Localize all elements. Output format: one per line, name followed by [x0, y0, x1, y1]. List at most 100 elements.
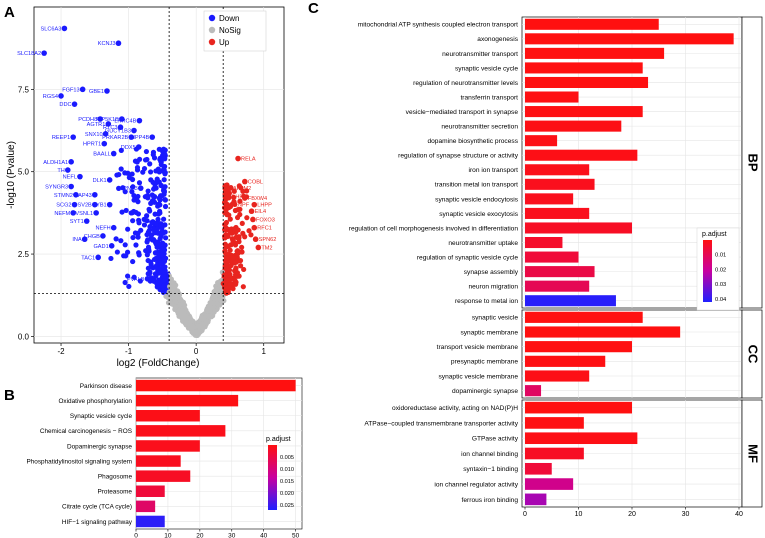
go-x-tick-label: 40	[735, 511, 743, 518]
go-category-label: synaptic vesicle	[472, 315, 519, 322]
volcano-gene-label: HPRT1	[83, 142, 101, 148]
volcano-labeled-point	[250, 216, 256, 223]
volcano-gene-label: DLK1	[93, 178, 107, 184]
volcano-point	[235, 207, 241, 213]
volcano-labeled-point	[79, 86, 86, 93]
go-category-label: neuron migration	[469, 284, 519, 291]
volcano-labeled-point	[235, 155, 241, 162]
volcano-point	[244, 215, 250, 221]
volcano-point	[122, 242, 128, 248]
volcano-gene-label: PRKAR2B	[102, 135, 128, 141]
volcano-y-tick-label: 0.0	[18, 332, 30, 341]
volcano-gene-label: TAC1	[81, 255, 95, 261]
volcano-point	[162, 184, 168, 190]
volcano-point	[225, 277, 232, 283]
volcano-gene-label: NEFM	[54, 211, 70, 217]
volcano-point	[147, 236, 154, 242]
volcano-labeled-point	[128, 134, 135, 140]
volcano-point	[223, 225, 229, 231]
kegg-x-tick-label: 30	[228, 533, 236, 538]
volcano-point	[133, 196, 140, 203]
volcano-labeled-point	[61, 25, 68, 32]
volcano-point	[226, 267, 233, 273]
volcano-point	[135, 230, 141, 236]
volcano-point	[145, 244, 152, 250]
go-category-label: ATPase−coupled transmembrane transporter…	[364, 420, 518, 427]
go-x-tick-label: 10	[575, 511, 583, 518]
go-facet-strip	[741, 399, 763, 508]
volcano-labeled-point	[68, 159, 74, 165]
volcano-point	[230, 255, 236, 261]
volcano-point	[118, 147, 124, 153]
volcano-point	[211, 300, 217, 306]
volcano-point	[182, 316, 188, 322]
volcano-point	[130, 184, 136, 190]
kegg-legend-tick-label: 0.010	[280, 467, 294, 473]
volcano-x-tick-label: 0	[194, 347, 199, 356]
volcano-point	[144, 232, 150, 238]
volcano-point	[136, 217, 142, 223]
volcano-point	[108, 255, 114, 262]
go-facet-strip	[741, 16, 763, 309]
volcano-point	[231, 260, 238, 266]
volcano-gene-label: STMN2	[54, 193, 73, 199]
go-bar-chart: mitochondrial ATP synthesis coupled elec…	[349, 16, 763, 518]
volcano-point	[113, 236, 119, 242]
volcano-point	[141, 222, 148, 228]
legend-down-label: Down	[219, 14, 239, 23]
go-bar	[525, 62, 643, 74]
go-bar	[525, 222, 632, 234]
go-legend-tick-label: 0.04	[715, 297, 727, 303]
volcano-point	[232, 268, 238, 274]
kegg-legend-title: p.adjust	[266, 436, 291, 443]
volcano-point	[239, 220, 245, 227]
volcano-point	[161, 189, 167, 195]
volcano-gene-label: RFC1	[257, 226, 272, 232]
kegg-legend: p.adjust 0.005 0.010 0.015 0.020 0.025	[266, 436, 294, 510]
go-bar	[525, 417, 584, 429]
volcano-point	[199, 314, 205, 320]
kegg-category-label: HIF−1 signaling pathway	[62, 519, 133, 526]
volcano-point	[215, 302, 221, 308]
volcano-labeled-point	[97, 116, 104, 122]
volcano-gene-label: ALDH1A1	[43, 160, 68, 166]
kegg-legend-tick-label: 0.005	[280, 455, 294, 461]
volcano-gene-label: PCDH8	[78, 117, 97, 123]
volcano-gene-label: RTC3	[103, 125, 118, 131]
go-bar	[525, 493, 547, 506]
volcano-point	[210, 293, 216, 299]
volcano-y-axis-title: -log10 (Pvalue)	[6, 141, 17, 209]
volcano-point	[125, 273, 131, 279]
volcano-point	[148, 259, 154, 265]
volcano-point	[154, 281, 160, 287]
kegg-bar	[136, 379, 296, 392]
volcano-point	[125, 170, 131, 176]
volcano-labeled-point	[81, 236, 88, 243]
volcano-labeled-point	[225, 193, 232, 200]
volcano-gene-label: TYB1	[93, 203, 107, 209]
volcano-point	[244, 188, 250, 194]
volcano-gene-label: PNA3	[123, 186, 138, 192]
kegg-category-label: Dopaminergic synapse	[67, 443, 132, 450]
go-category-label: synaptic membrane	[460, 329, 518, 336]
volcano-point	[147, 208, 153, 214]
volcano-gene-label: INPP4B	[129, 135, 149, 141]
volcano-labeled-point	[117, 124, 124, 131]
volcano-point	[161, 177, 167, 183]
kegg-bar	[136, 485, 165, 497]
volcano-point	[196, 323, 202, 329]
volcano-labeled-point	[110, 150, 117, 157]
go-bar	[525, 311, 643, 323]
volcano-gene-label: SLC6A3	[41, 26, 62, 32]
volcano-labeled-point	[105, 121, 112, 127]
volcano-point	[227, 216, 233, 222]
go-bar	[525, 251, 579, 263]
volcano-point	[208, 304, 214, 310]
kegg-x-ticks: 0 10 20 30 40 50	[134, 529, 300, 538]
volcano-point	[132, 158, 139, 164]
volcano-point	[145, 271, 151, 277]
volcano-x-tick-label: -2	[57, 347, 65, 356]
volcano-labeled-point	[119, 116, 125, 122]
volcano-gene-label: GUCY1B3	[105, 129, 131, 135]
go-bar	[525, 120, 622, 132]
